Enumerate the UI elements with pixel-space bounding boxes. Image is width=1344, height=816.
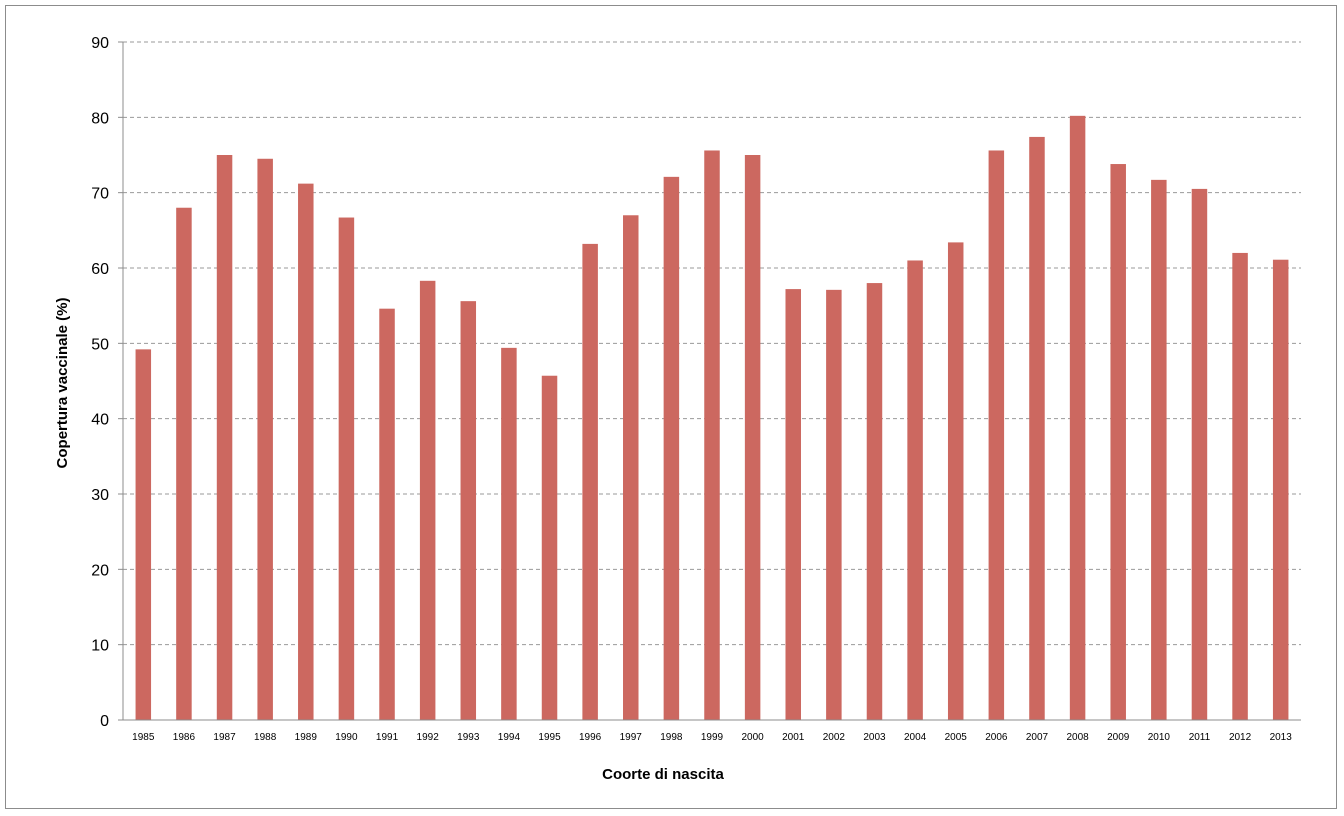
x-tick-label-1996: 1996 — [579, 732, 602, 743]
y-tick-labels: 0 10 20 30 40 50 60 70 80 90 — [91, 35, 123, 730]
x-tick-label-2001: 2001 — [782, 732, 805, 743]
x-tick-label-2005: 2005 — [945, 732, 968, 743]
bar-2001 — [785, 289, 801, 720]
x-tick-label-2000: 2000 — [741, 732, 764, 743]
bar-2011 — [1191, 188, 1208, 720]
y-axis-title: Copertura vaccinale (%) — [54, 298, 71, 469]
x-axis-title: Coorte di nascita — [602, 766, 724, 783]
bar-1999 — [704, 150, 720, 721]
y-tick-label: 30 — [91, 487, 109, 504]
bar-2007 — [1029, 136, 1045, 721]
x-tick-label-2007: 2007 — [1026, 732, 1049, 743]
x-tick-label-1993: 1993 — [457, 732, 480, 743]
x-tick-label-1992: 1992 — [417, 732, 440, 743]
x-tick-label-2004: 2004 — [904, 732, 927, 743]
y-tick-label: 80 — [91, 110, 109, 127]
bar-1988 — [257, 158, 273, 720]
y-tick-label: 60 — [91, 261, 109, 278]
x-tick-label-1998: 1998 — [660, 732, 683, 743]
y-tick-label: 40 — [91, 412, 109, 429]
bar-1986 — [176, 207, 192, 721]
bars — [135, 115, 1289, 721]
x-tick-label-1995: 1995 — [538, 732, 561, 743]
y-tick-label: 50 — [91, 336, 109, 353]
y-tick-label: 70 — [91, 186, 109, 203]
y-tick-label: 90 — [91, 35, 109, 52]
bar-1991 — [379, 308, 395, 720]
y-tick-label: 10 — [91, 638, 109, 655]
bar-1990 — [338, 217, 355, 720]
bar-2003 — [866, 283, 883, 720]
bar-2009 — [1110, 164, 1126, 721]
x-tick-label-2013: 2013 — [1270, 732, 1293, 743]
bar-2010 — [1151, 179, 1167, 721]
x-tick-label-2012: 2012 — [1229, 732, 1252, 743]
x-tick-label-2011: 2011 — [1189, 732, 1211, 743]
x-tick-label-2006: 2006 — [985, 732, 1008, 743]
bar-2002 — [826, 289, 842, 720]
bar-chart: 0 10 20 30 40 50 60 70 80 90 1985 1986 1987 1988 1989… — [54, 35, 1301, 783]
bar-2000 — [744, 155, 761, 720]
chart-frame: 0 10 20 30 40 50 60 70 80 90 1985 1986 1987 1988 1989… — [5, 5, 1337, 809]
bar-1996 — [582, 243, 598, 720]
y-tick-label: 0 — [100, 713, 109, 730]
x-tick-label-1994: 1994 — [498, 732, 521, 743]
y-tick-label: 20 — [91, 562, 109, 579]
bar-1985 — [135, 349, 152, 720]
x-tick-label-2010: 2010 — [1148, 732, 1171, 743]
bar-1992 — [419, 280, 436, 720]
x-tick-label-1988: 1988 — [254, 732, 277, 743]
x-tick-label-2003: 2003 — [863, 732, 886, 743]
bar-2008 — [1069, 115, 1086, 720]
x-tick-label-1991: 1991 — [376, 732, 399, 743]
x-tick-label-1986: 1986 — [173, 732, 196, 743]
bar-2006 — [988, 150, 1005, 721]
bar-2013 — [1272, 259, 1289, 720]
bar-2012 — [1232, 252, 1248, 720]
bar-1998 — [663, 176, 680, 721]
bar-1987 — [216, 155, 233, 720]
bar-2005 — [947, 242, 964, 720]
bar-1989 — [298, 183, 314, 720]
x-tick-label-1999: 1999 — [701, 732, 724, 743]
x-tick-label-1985: 1985 — [132, 732, 155, 743]
x-tick-label-1997: 1997 — [620, 732, 643, 743]
x-tick-label-2008: 2008 — [1066, 732, 1089, 743]
bar-1993 — [460, 301, 477, 720]
x-tick-label-1990: 1990 — [335, 732, 358, 743]
bar-1997 — [623, 215, 639, 720]
x-tick-label-1987: 1987 — [213, 732, 236, 743]
x-tick-labels: 1985 1986 1987 1988 1989 1990 1991 1992 1993 1994… — [132, 732, 1292, 743]
x-tick-label-2009: 2009 — [1107, 732, 1130, 743]
bar-1994 — [501, 347, 517, 720]
bar-2004 — [907, 260, 923, 720]
bar-1995 — [541, 375, 558, 720]
x-tick-label-2002: 2002 — [823, 732, 846, 743]
axes — [122, 42, 1301, 721]
x-tick-label-1989: 1989 — [295, 732, 318, 743]
